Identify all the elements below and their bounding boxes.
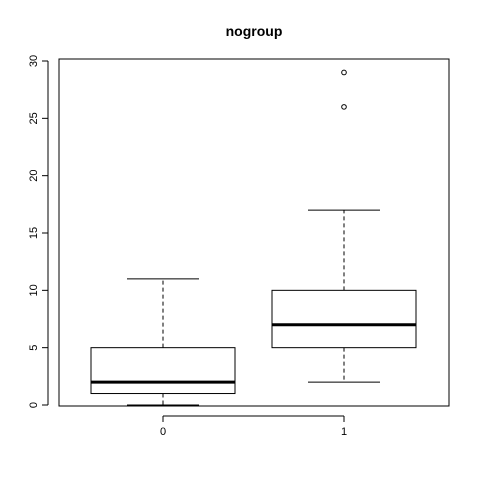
box-iqr bbox=[271, 289, 417, 349]
y-tick-label: 5 bbox=[28, 345, 40, 351]
chart-title: nogroup bbox=[226, 23, 283, 39]
y-tick-label: 30 bbox=[28, 55, 40, 67]
y-tick-label: 20 bbox=[28, 170, 40, 182]
x-tick-label: 1 bbox=[341, 426, 347, 438]
x-tick-label: 0 bbox=[160, 426, 166, 438]
plot-area: 0 5 10 15 20 25 30 0 1 bbox=[28, 55, 450, 438]
y-tick-label: 15 bbox=[28, 227, 40, 239]
y-tick-label: 25 bbox=[28, 112, 40, 124]
y-tick-label: 10 bbox=[28, 284, 40, 296]
box-iqr bbox=[90, 347, 236, 395]
outlier-point bbox=[341, 104, 347, 110]
y-tick-label: 0 bbox=[28, 402, 40, 408]
outlier-point bbox=[341, 69, 347, 76]
plot-frame bbox=[58, 58, 450, 407]
